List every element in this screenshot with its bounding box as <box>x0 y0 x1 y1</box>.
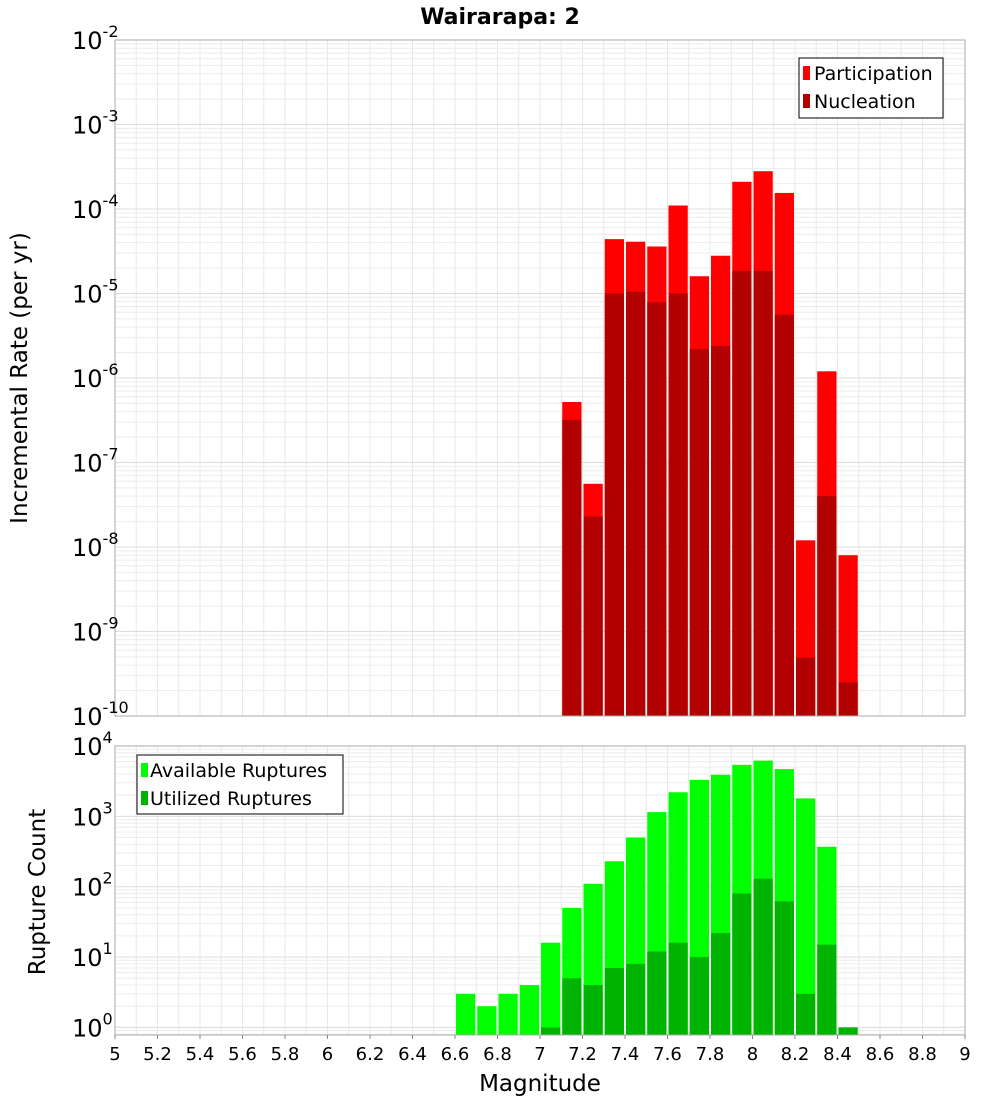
rate-y-tick-label: 10-5 <box>72 276 119 309</box>
magnitude-tick-labels: 5 5.2 5.4 5.6 5.8 6 6.2 6.4 6.6 6.8 7 7.2 7.4 7.6 7.8 8… <box>109 1035 971 1065</box>
x-tick-label: 6.8 <box>483 1044 512 1065</box>
available-legend-label: Available Ruptures <box>150 760 327 782</box>
utilized-legend-label: Utilized Ruptures <box>150 788 312 810</box>
rate-bar-nucleation-7.55 <box>647 302 667 716</box>
rate-bar-nucleation-8.45 <box>838 682 858 716</box>
count-y-tick-label: 101 <box>72 939 113 972</box>
count-y-tick-label: 102 <box>72 869 113 902</box>
rate-y-tick-label: 10-8 <box>72 529 119 562</box>
rate-y-tick-label: 10-7 <box>72 445 119 478</box>
count-bars <box>456 760 858 1035</box>
x-tick-label: 5.4 <box>186 1044 215 1065</box>
count-bar-utilized-ruptures-7.95 <box>732 893 752 1035</box>
rate-bar-nucleation-8.15 <box>774 314 794 716</box>
rate-bar-nucleation-8.05 <box>753 270 773 716</box>
utilized-legend-swatch <box>141 791 148 805</box>
count-bar-utilized-ruptures-8.25 <box>796 993 816 1035</box>
count-bar-utilized-ruptures-7.45 <box>626 963 646 1035</box>
rate-bar-nucleation-8.25 <box>796 657 816 716</box>
x-tick-label: 6 <box>322 1044 333 1065</box>
rate-y-tick-label: 10-4 <box>72 191 119 224</box>
rate-bar-nucleation-7.25 <box>583 516 603 716</box>
rate-bar-nucleation-7.65 <box>668 293 688 716</box>
x-tick-label: 8.6 <box>866 1044 895 1065</box>
rate-y-tick-label: 10-9 <box>72 614 119 647</box>
count-legend: Available Ruptures Utilized Ruptures <box>136 754 344 815</box>
rate-bar-nucleation-7.75 <box>689 349 709 716</box>
rate-y-tick-labels: 10-10 10-9 10-8 10-7 10-6 10-5 10-4 10-3 10-2 <box>72 22 129 731</box>
participation-legend-label: Participation <box>814 63 933 85</box>
x-tick-label: 8.2 <box>781 1044 810 1065</box>
rate-panel: 10-10 10-9 10-8 10-7 10-6 10-5 10-4 10-3 10-2 In… <box>7 22 966 731</box>
count-bar-utilized-ruptures-7.05 <box>541 1027 561 1035</box>
x-tick-label: 6.4 <box>398 1044 427 1065</box>
count-legend-box <box>136 754 344 815</box>
rate-bars <box>562 171 858 717</box>
rate-bar-nucleation-7.45 <box>626 291 646 716</box>
count-y-tick-label: 104 <box>72 728 113 761</box>
count-y-tick-label: 100 <box>72 1009 113 1042</box>
rate-legend: Participation Nucleation <box>798 57 944 119</box>
count-panel: 100 101 102 103 104 5 5.2 5.4 5.6 5.8 6 6.2 6.4 6.6 6… <box>25 728 971 1097</box>
count-bar-utilized-ruptures-7.25 <box>583 985 603 1035</box>
count-y-axis-label: Rupture Count <box>25 809 51 975</box>
count-bar-utilized-ruptures-7.75 <box>689 957 709 1035</box>
rate-bar-nucleation-7.15 <box>562 419 582 716</box>
rate-bar-nucleation-7.35 <box>604 293 624 716</box>
count-bar-utilized-ruptures-7.65 <box>668 942 688 1035</box>
nucleation-legend-swatch <box>803 94 810 108</box>
available-legend-swatch <box>141 763 148 777</box>
count-bar-available-ruptures-6.95 <box>519 985 539 1035</box>
count-bar-utilized-ruptures-7.55 <box>647 951 667 1035</box>
participation-legend-swatch <box>803 66 810 80</box>
rate-bar-nucleation-8.35 <box>817 496 837 716</box>
x-tick-label: 5.2 <box>143 1044 172 1065</box>
x-tick-label: 8 <box>747 1044 758 1065</box>
chart-title: Wairarapa: 2 <box>420 5 580 30</box>
count-y-tick-label: 103 <box>72 798 113 831</box>
count-bar-utilized-ruptures-8.35 <box>817 944 837 1035</box>
rate-y-tick-label: 10-10 <box>72 698 129 731</box>
rate-y-tick-label: 10-3 <box>72 107 119 140</box>
count-bar-utilized-ruptures-7.85 <box>711 932 731 1035</box>
count-bar-utilized-ruptures-7.35 <box>604 967 624 1035</box>
rate-grid <box>114 39 966 717</box>
rate-bar-nucleation-7.95 <box>732 270 752 716</box>
nucleation-legend-label: Nucleation <box>814 91 916 113</box>
rate-y-axis-label: Incremental Rate (per yr) <box>7 232 33 524</box>
rate-plot-frame <box>114 39 966 717</box>
count-bar-available-ruptures-7.05 <box>541 942 561 1035</box>
x-tick-label: 9 <box>959 1044 970 1065</box>
x-tick-label: 6.2 <box>356 1044 385 1065</box>
count-bar-available-ruptures-8.25 <box>796 798 816 1035</box>
rate-bar-participation-8.45 <box>838 555 858 716</box>
x-tick-label: 7.4 <box>611 1044 640 1065</box>
x-axis-label: Magnitude <box>479 1071 601 1097</box>
x-tick-label: 7 <box>534 1044 545 1065</box>
count-bar-utilized-ruptures-7.15 <box>562 978 582 1035</box>
rate-y-tick-label: 10-2 <box>72 22 119 55</box>
x-tick-label: 7.2 <box>568 1044 597 1065</box>
x-tick-label: 8.4 <box>823 1044 852 1065</box>
x-tick-label: 8.8 <box>908 1044 937 1065</box>
count-bar-utilized-ruptures-8.45 <box>838 1027 858 1035</box>
rate-bar-nucleation-7.85 <box>711 345 731 716</box>
count-bar-available-ruptures-6.85 <box>498 993 518 1035</box>
x-tick-label: 5 <box>109 1044 120 1065</box>
rate-y-tick-label: 10-6 <box>72 360 119 393</box>
count-bar-utilized-ruptures-8.05 <box>753 878 773 1035</box>
x-tick-label: 7.6 <box>653 1044 682 1065</box>
x-tick-label: 6.6 <box>441 1044 470 1065</box>
x-tick-label: 5.6 <box>228 1044 257 1065</box>
count-bar-available-ruptures-6.75 <box>477 1006 497 1035</box>
count-bar-utilized-ruptures-8.15 <box>774 901 794 1035</box>
x-tick-label: 7.8 <box>696 1044 725 1065</box>
count-y-tick-labels: 100 101 102 103 104 <box>72 728 113 1042</box>
rate-legend-box <box>798 57 944 119</box>
x-tick-label: 5.8 <box>271 1044 300 1065</box>
count-bar-available-ruptures-6.65 <box>456 993 476 1035</box>
